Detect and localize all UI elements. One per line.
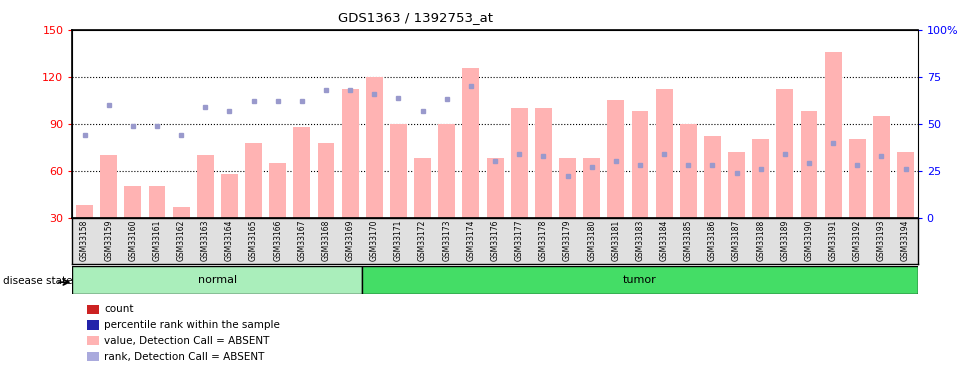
Bar — [149, 186, 165, 218]
Text: GSM33189: GSM33189 — [781, 220, 789, 261]
Bar — [559, 158, 576, 218]
Text: GSM33161: GSM33161 — [153, 220, 161, 261]
Text: GSM33176: GSM33176 — [491, 220, 499, 261]
Text: tumor: tumor — [623, 275, 657, 285]
Bar — [873, 116, 890, 218]
Bar — [221, 174, 238, 217]
Text: normal: normal — [198, 275, 237, 285]
Text: value, Detection Call = ABSENT: value, Detection Call = ABSENT — [104, 336, 270, 346]
Bar — [680, 124, 696, 218]
Bar — [535, 108, 552, 218]
Bar — [318, 142, 334, 218]
Text: count: count — [104, 304, 134, 314]
Bar — [704, 136, 721, 218]
Bar — [511, 108, 527, 218]
Text: GSM33171: GSM33171 — [394, 220, 403, 261]
Bar — [390, 124, 407, 218]
Bar — [366, 77, 383, 218]
Text: GSM33159: GSM33159 — [104, 220, 113, 261]
Text: percentile rank within the sample: percentile rank within the sample — [104, 320, 280, 330]
Bar — [342, 89, 358, 218]
Text: GSM33184: GSM33184 — [660, 220, 668, 261]
Text: GDS1363 / 1392753_at: GDS1363 / 1392753_at — [338, 11, 493, 24]
Bar — [487, 158, 503, 218]
Text: GSM33172: GSM33172 — [418, 220, 427, 261]
Bar — [463, 68, 479, 218]
Text: GSM33173: GSM33173 — [442, 220, 451, 261]
Text: GSM33162: GSM33162 — [177, 220, 185, 261]
Bar — [173, 207, 189, 218]
Bar — [100, 155, 117, 218]
Text: GSM33177: GSM33177 — [515, 220, 524, 261]
Bar — [414, 158, 431, 218]
Text: GSM33164: GSM33164 — [225, 220, 234, 261]
Text: GSM33191: GSM33191 — [829, 220, 838, 261]
Text: GSM33192: GSM33192 — [853, 220, 862, 261]
Text: GSM33179: GSM33179 — [563, 220, 572, 261]
Text: GSM33178: GSM33178 — [539, 220, 548, 261]
Text: GSM33169: GSM33169 — [346, 220, 355, 261]
Text: GSM33167: GSM33167 — [298, 220, 306, 261]
Bar — [362, 266, 918, 294]
Text: GSM33168: GSM33168 — [322, 220, 330, 261]
Bar — [294, 127, 310, 218]
Bar — [608, 100, 624, 218]
Text: GSM33160: GSM33160 — [128, 220, 137, 261]
Bar — [72, 266, 362, 294]
Text: GSM33163: GSM33163 — [201, 220, 210, 261]
Text: GSM33158: GSM33158 — [80, 220, 89, 261]
Text: GSM33181: GSM33181 — [611, 220, 620, 261]
Bar — [753, 140, 769, 218]
Bar — [439, 124, 455, 218]
Bar — [197, 155, 213, 218]
Text: GSM33190: GSM33190 — [805, 220, 813, 261]
Bar — [777, 89, 793, 218]
Text: GSM33180: GSM33180 — [587, 220, 596, 261]
Bar — [728, 152, 745, 217]
Text: GSM33193: GSM33193 — [877, 220, 886, 261]
Text: GSM33186: GSM33186 — [708, 220, 717, 261]
Bar — [245, 142, 262, 218]
Bar — [656, 89, 672, 218]
Text: GSM33187: GSM33187 — [732, 220, 741, 261]
Bar — [849, 140, 866, 218]
Text: GSM33165: GSM33165 — [249, 220, 258, 261]
Bar — [632, 111, 648, 218]
Text: disease state: disease state — [3, 276, 72, 285]
Text: GSM33185: GSM33185 — [684, 220, 693, 261]
Text: GSM33174: GSM33174 — [467, 220, 475, 261]
Text: GSM33170: GSM33170 — [370, 220, 379, 261]
Bar — [76, 205, 93, 218]
Bar — [825, 52, 841, 217]
Bar — [801, 111, 817, 218]
Text: GSM33188: GSM33188 — [756, 220, 765, 261]
Text: rank, Detection Call = ABSENT: rank, Detection Call = ABSENT — [104, 352, 265, 362]
Text: GSM33183: GSM33183 — [636, 220, 644, 261]
Bar — [270, 163, 286, 218]
Text: GSM33194: GSM33194 — [901, 220, 910, 261]
Bar — [583, 158, 600, 218]
Bar — [125, 186, 141, 218]
Bar — [897, 152, 914, 217]
Text: GSM33166: GSM33166 — [273, 220, 282, 261]
